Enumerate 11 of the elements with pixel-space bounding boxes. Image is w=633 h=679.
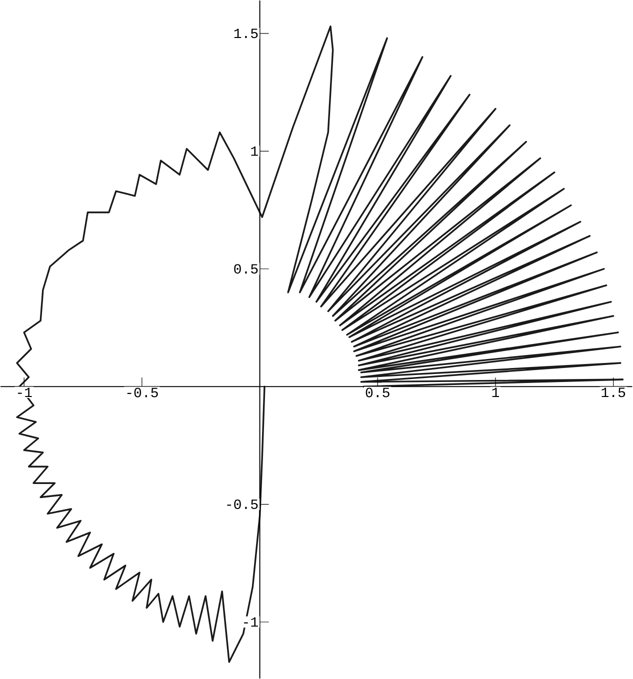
x-tick-label: 1.5 [602, 388, 626, 398]
x-tick-label: -0.5 [128, 388, 158, 398]
y-tick-label: 1.5 [234, 28, 258, 38]
y-tick-label: -1 [244, 617, 258, 627]
y-tick-label: -0.5 [227, 500, 258, 510]
x-tick-label: 0.5 [366, 388, 390, 398]
x-tick-label: -1 [18, 388, 32, 398]
y-tick-label: 0.5 [234, 264, 258, 274]
y-tick-label: 1 [251, 146, 258, 156]
x-tick-label: 1 [492, 388, 500, 398]
line-series [16, 26, 624, 663]
